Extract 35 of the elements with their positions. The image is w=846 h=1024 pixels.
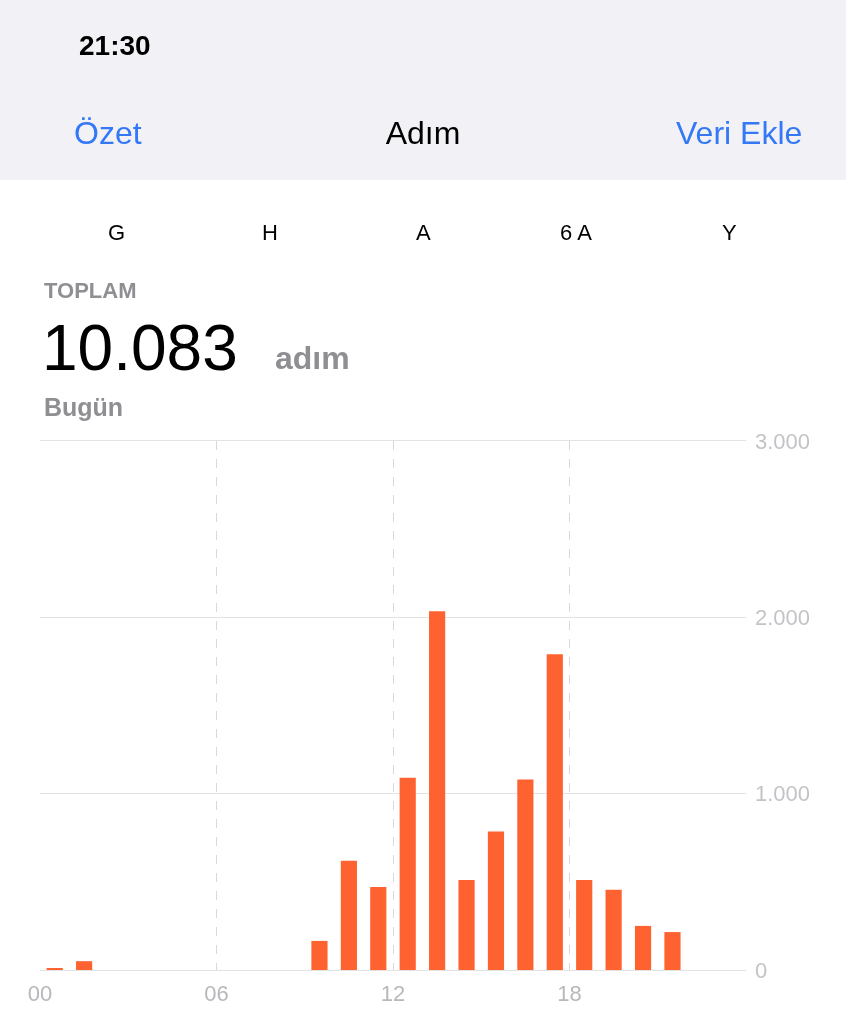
bar <box>340 860 357 970</box>
bar <box>605 889 622 970</box>
text: 6 A <box>560 220 593 245</box>
text: TOPLAM <box>44 278 137 303</box>
text: 21:30 <box>79 30 151 61</box>
bar <box>311 940 328 970</box>
bar <box>487 831 505 970</box>
text: Özet <box>74 115 142 151</box>
text: Bugün <box>44 393 124 421</box>
text: G <box>108 220 126 245</box>
bar <box>517 779 534 970</box>
text: H <box>262 220 278 245</box>
bar <box>429 611 446 970</box>
bar <box>546 654 563 970</box>
bar <box>634 925 652 970</box>
text: Y <box>722 220 737 245</box>
text: 10.083 <box>42 312 238 384</box>
bar <box>664 932 681 970</box>
text: Veri Ekle <box>676 115 803 151</box>
x-tick-label: 12 <box>380 981 406 1007</box>
bar <box>576 880 593 970</box>
bar <box>76 961 93 970</box>
x-tick-label: 00 <box>27 981 53 1007</box>
text: adım <box>275 340 350 376</box>
x-tick-label: 06 <box>204 981 229 1007</box>
chart-title: Adım <box>385 115 461 152</box>
bar <box>370 887 387 970</box>
y-tick-label: 3.000 <box>755 428 811 454</box>
text: A <box>416 220 431 245</box>
x-tick-label: 18 <box>557 981 582 1007</box>
y-tick-label: 2.000 <box>755 605 811 631</box>
y-tick-label: 0 <box>755 957 768 983</box>
y-tick-label: 1.000 <box>755 781 811 807</box>
bar <box>458 880 475 970</box>
bar <box>399 777 416 970</box>
